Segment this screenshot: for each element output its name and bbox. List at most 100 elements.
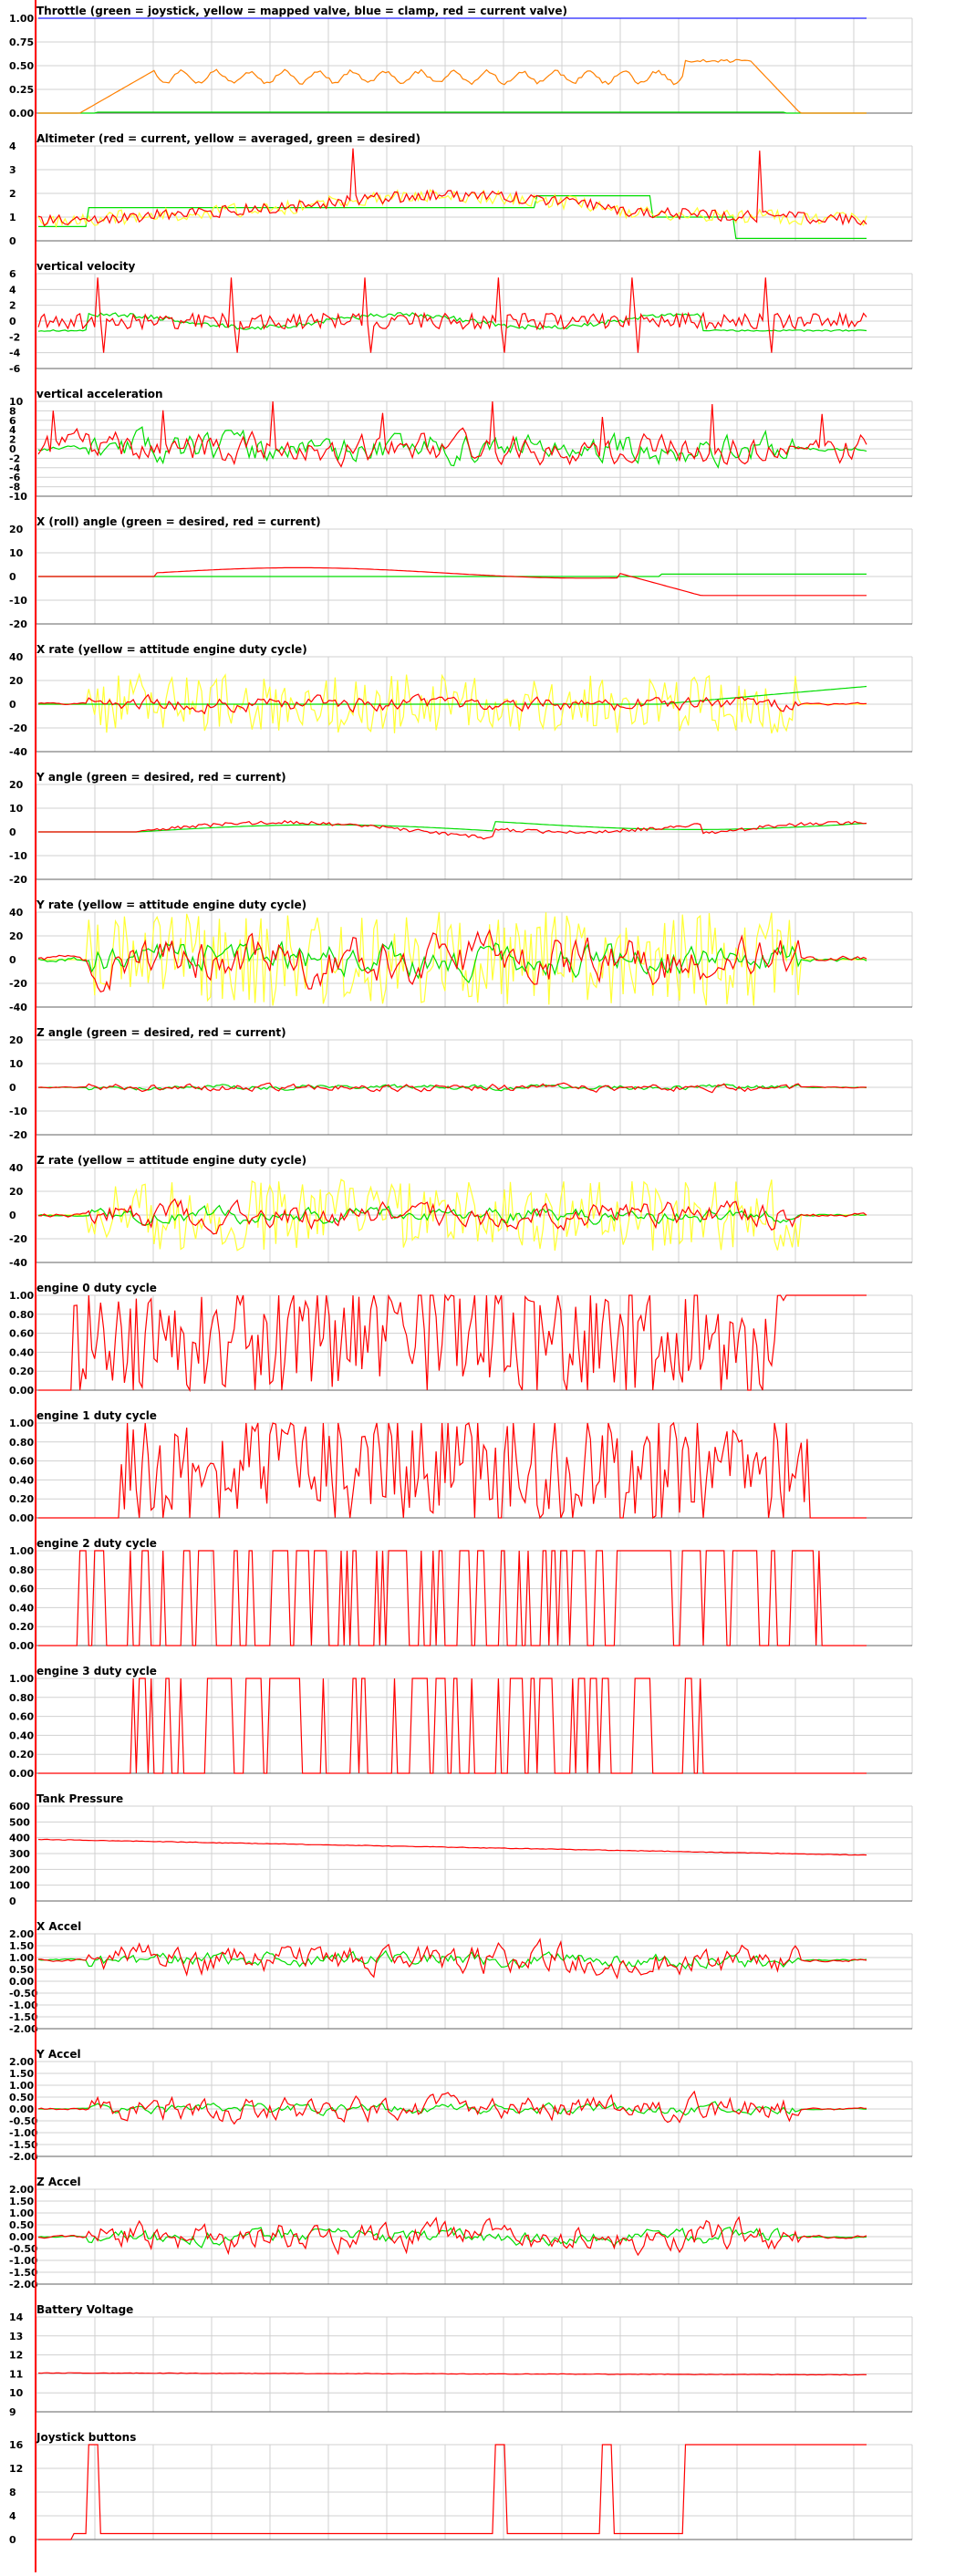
y-tick-label: 2.00	[9, 2184, 34, 2196]
series-line-yellow	[37, 188, 867, 229]
y-tick-label: -1.50	[9, 2011, 38, 2023]
chart-title: Joystick buttons	[36, 2431, 136, 2444]
series-line-yellow	[38, 912, 867, 1006]
y-tick-label: 10	[9, 396, 24, 408]
chart-title: Battery Voltage	[36, 2303, 133, 2316]
chart-title: Throttle (green = joystick, yellow = map…	[36, 5, 567, 17]
y-tick-label: -0.50	[9, 2243, 38, 2255]
y-tick-label: 0.80	[9, 1692, 34, 1704]
y-tick-label: -6	[9, 472, 21, 483]
series-line-red	[37, 693, 867, 715]
y-tick-label: 4	[9, 424, 16, 436]
y-tick-label: 4	[9, 284, 16, 296]
y-tick-label: -20	[9, 978, 27, 990]
chart-title: X Accel	[36, 1920, 81, 1933]
chart-title: engine 3 duty cycle	[36, 1665, 157, 1678]
y-tick-label: 40	[9, 907, 24, 919]
y-tick-label: 4	[9, 140, 16, 152]
chart-title: vertical acceleration	[36, 388, 163, 400]
chart-title: engine 2 duty cycle	[36, 1537, 157, 1550]
series-line-red	[37, 2372, 867, 2376]
y-tick-label: 0.00	[9, 2103, 34, 2115]
chart-panel-0: Throttle (green = joystick, yellow = map…	[9, 5, 913, 119]
series-line-green	[37, 940, 867, 984]
y-tick-label: -1.00	[9, 2000, 38, 2011]
series-line-red	[38, 1293, 867, 1393]
y-tick-label: 0	[9, 571, 16, 583]
y-tick-label: 0.60	[9, 1711, 34, 1723]
series-line-yellow	[38, 672, 867, 734]
y-tick-label: -20	[9, 618, 27, 630]
y-tick-label: -1.50	[9, 2267, 38, 2279]
y-tick-label: 0.25	[9, 84, 34, 96]
y-tick-label: -4	[9, 462, 21, 474]
y-tick-label: 0.40	[9, 1346, 34, 1358]
series-line-red	[37, 400, 867, 468]
series-line-red	[38, 820, 867, 840]
y-tick-label: 3	[9, 164, 16, 176]
y-tick-label: -0.50	[9, 2115, 38, 2127]
y-tick-label: -40	[9, 1257, 27, 1269]
series-line-green	[38, 821, 867, 833]
y-tick-label: -10	[9, 491, 27, 503]
y-tick-label: -1.50	[9, 2139, 38, 2151]
y-tick-label: 0.50	[9, 60, 34, 72]
y-tick-label: 40	[9, 1162, 24, 1174]
chart-title: Altimeter (red = current, yellow = avera…	[36, 132, 421, 145]
series-line-green	[37, 1084, 867, 1092]
y-tick-label: 600	[9, 1801, 30, 1813]
y-tick-label: 0	[9, 699, 16, 711]
series-line-green	[38, 573, 867, 577]
y-tick-label: -10	[9, 850, 27, 862]
y-tick-label: 0.00	[9, 1976, 34, 1988]
series-line-green	[38, 685, 867, 705]
y-tick-label: 0.00	[9, 1640, 34, 1652]
y-tick-label: 1.00	[9, 13, 34, 25]
y-tick-label: 0.20	[9, 1493, 34, 1505]
y-tick-label: -6	[9, 363, 21, 375]
chart-title: Y rate (yellow = attitude engine duty cy…	[36, 898, 306, 911]
y-tick-label: 0.60	[9, 1328, 34, 1340]
series-line-orange	[38, 58, 867, 114]
y-tick-label: 1.00	[9, 1290, 34, 1302]
y-tick-label: 2.00	[9, 2056, 34, 2068]
y-tick-label: 11	[9, 2368, 23, 2380]
chart-panel-8: Z angle (green = desired, red = current)…	[9, 1026, 913, 1141]
y-tick-label: 0	[9, 235, 16, 247]
y-tick-label: 10	[9, 803, 24, 815]
y-tick-label: 0.00	[9, 1385, 34, 1397]
chart-panel-14: Tank Pressure 600 500 400 300 200 100 0	[9, 1792, 913, 1907]
y-tick-label: 0.00	[9, 108, 34, 119]
chart-title: Tank Pressure	[36, 1792, 123, 1805]
timeline-cursor[interactable]	[35, 0, 36, 2572]
y-tick-label: 0	[9, 2534, 16, 2546]
series-line-green	[38, 195, 867, 239]
y-tick-label: 0.40	[9, 1729, 34, 1741]
y-tick-label: 8	[9, 405, 16, 417]
series-line-green	[37, 312, 867, 332]
y-tick-label: 0.75	[9, 36, 34, 48]
y-tick-label: 1.50	[9, 2196, 34, 2207]
y-tick-label: 8	[9, 2487, 16, 2498]
y-tick-label: 0.20	[9, 1621, 34, 1633]
y-tick-label: -20	[9, 1233, 27, 1245]
y-tick-label: 0.50	[9, 1964, 34, 1976]
y-tick-label: 20	[9, 675, 24, 687]
y-tick-label: 200	[9, 1864, 30, 1875]
chart-title: engine 0 duty cycle	[36, 1282, 157, 1294]
chart-title: Y angle (green = desired, red = current)	[36, 771, 286, 784]
y-tick-label: 1.00	[9, 2207, 34, 2219]
series-line-green	[37, 1949, 867, 1970]
chart-title: vertical velocity	[36, 260, 136, 273]
chart-title: engine 1 duty cycle	[36, 1409, 157, 1422]
y-tick-label: -2.00	[9, 2023, 38, 2035]
chart-title: Z angle (green = desired, red = current)	[36, 1026, 286, 1039]
y-tick-label: 1	[9, 212, 16, 223]
chart-panel-18: Battery Voltage 14 13 12 11 10 9	[9, 2303, 913, 2418]
y-tick-label: 0	[9, 1210, 16, 1221]
y-tick-label: 12	[9, 2463, 23, 2475]
series-line-red	[38, 1678, 867, 1774]
y-tick-label: 0.00	[9, 2231, 34, 2243]
y-tick-label: 20	[9, 524, 24, 535]
